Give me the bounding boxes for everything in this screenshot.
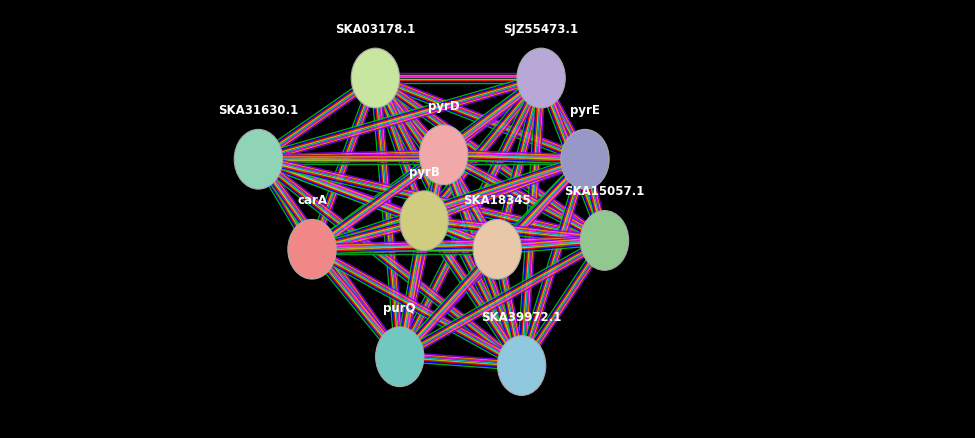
Ellipse shape — [351, 49, 400, 109]
Ellipse shape — [517, 49, 565, 109]
Text: carA: carA — [297, 194, 327, 207]
Text: pyrE: pyrE — [570, 104, 600, 117]
Ellipse shape — [288, 220, 336, 279]
Text: SKA03178.1: SKA03178.1 — [335, 23, 415, 36]
Text: SKA39972.1: SKA39972.1 — [482, 310, 562, 323]
Ellipse shape — [419, 126, 468, 185]
Text: SKA31630.1: SKA31630.1 — [218, 104, 298, 117]
Text: SKA18345: SKA18345 — [463, 194, 531, 207]
Ellipse shape — [473, 220, 522, 279]
Ellipse shape — [580, 211, 629, 271]
Text: SJZ55473.1: SJZ55473.1 — [503, 23, 579, 36]
Text: pyrD: pyrD — [428, 99, 459, 113]
Text: purQ: purQ — [383, 301, 416, 314]
Ellipse shape — [497, 336, 546, 396]
Ellipse shape — [561, 130, 609, 190]
Ellipse shape — [375, 327, 424, 387]
Ellipse shape — [234, 130, 283, 190]
Text: pyrB: pyrB — [409, 165, 440, 178]
Text: SKA15057.1: SKA15057.1 — [565, 185, 644, 198]
Ellipse shape — [400, 191, 449, 251]
